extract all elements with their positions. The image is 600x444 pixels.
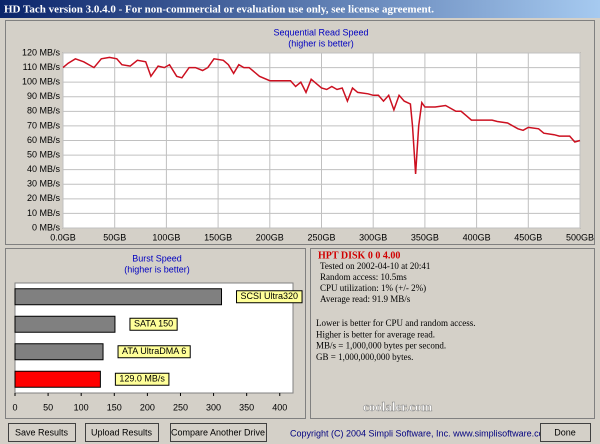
y-tick-label: 20 MB/s	[27, 193, 61, 203]
y-tick-label: 120 MB/s	[22, 47, 61, 57]
x-tick-label: 150GB	[204, 232, 232, 242]
x-tick-label: 350GB	[411, 232, 439, 242]
y-tick-label: 0 MB/s	[32, 222, 61, 232]
read-line	[62, 56, 581, 175]
info-note: Lower is better for CPU and random acces…	[316, 318, 475, 328]
x-tick-label: 250GB	[307, 232, 335, 242]
chart-subtitle: (higher is better)	[124, 264, 190, 274]
x-tick-label: 100GB	[152, 232, 180, 242]
x-tick-label: 350	[239, 402, 254, 412]
x-tick-label: 100	[74, 402, 89, 412]
bar	[14, 315, 116, 333]
bar-label: SCSI Ultra320	[241, 291, 299, 301]
watermark: coolaler.com	[363, 399, 432, 414]
y-tick-label: 60 MB/s	[27, 135, 61, 145]
info-note: MB/s = 1,000,000 bytes per second.	[316, 341, 446, 351]
bar-label: SATA 150	[134, 319, 173, 329]
y-tick-label: 40 MB/s	[27, 164, 61, 174]
x-tick-label: 50GB	[103, 232, 126, 242]
button[interactable]	[540, 423, 591, 442]
bar-label: 129.0 MB/s	[119, 374, 165, 384]
info-note: Higher is better for average read.	[316, 329, 435, 339]
y-tick-label: 10 MB/s	[27, 208, 61, 218]
bar	[14, 370, 101, 388]
bar	[14, 288, 223, 306]
button[interactable]	[85, 423, 159, 442]
y-tick-label: 30 MB/s	[27, 179, 61, 189]
x-tick-label: 150	[107, 402, 122, 412]
chart-subtitle: (higher is better)	[288, 38, 354, 48]
button-label[interactable]: Done	[554, 427, 576, 437]
button-label[interactable]: Save Results	[15, 427, 69, 437]
chart-title: Sequential Read Speed	[273, 27, 368, 37]
x-tick-label: 300	[206, 402, 221, 412]
drive-name: HPT DISK 0 0 4.00	[318, 250, 400, 261]
bar-label-box	[114, 372, 170, 386]
x-tick-label: 400GB	[463, 232, 491, 242]
x-tick-label: 200	[140, 402, 155, 412]
x-tick-label: 500GB	[566, 232, 594, 242]
x-tick-label: 300GB	[359, 232, 387, 242]
x-tick-label: 250	[173, 402, 188, 412]
x-tick-label: 0	[12, 402, 17, 412]
y-tick-label: 100 MB/s	[22, 77, 61, 87]
x-tick-label: 450GB	[514, 232, 542, 242]
y-tick-label: 90 MB/s	[27, 91, 61, 101]
info-line: CPU utilization: 1% (+/- 2%)	[320, 283, 426, 293]
button[interactable]	[170, 423, 267, 442]
title-bar	[0, 0, 600, 18]
y-tick-label: 70 MB/s	[27, 120, 61, 130]
x-tick-label: 0.0GB	[50, 232, 76, 242]
bar-label-box	[236, 290, 303, 304]
bar-label: ATA UltraDMA 6	[122, 346, 186, 356]
y-tick-label: 50 MB/s	[27, 149, 61, 159]
chart-title: Burst Speed	[132, 253, 182, 263]
bar-label-box	[117, 345, 191, 359]
y-tick-label: 110 MB/s	[23, 62, 61, 72]
info-line: Random access: 10.5ms	[320, 272, 407, 282]
bar	[14, 343, 104, 361]
x-tick-label: 400	[272, 402, 287, 412]
info-line: Tested on 2002-04-10 at 20:41	[320, 261, 430, 271]
bar-label-box	[129, 317, 178, 331]
info-line: Average read: 91.9 MB/s	[320, 294, 411, 304]
x-tick-label: 200GB	[256, 232, 284, 242]
info-note: GB = 1,000,000,000 bytes.	[316, 352, 413, 362]
y-tick-label: 80 MB/s	[27, 106, 61, 116]
window-title: HD Tach version 3.0.4.0 - For non-commer…	[4, 4, 434, 16]
copyright: Copyright (C) 2004 Simpli Software, Inc.…	[290, 428, 551, 438]
button-label[interactable]: Compare Another Drive	[171, 427, 265, 437]
button-label[interactable]: Upload Results	[91, 427, 153, 437]
button[interactable]	[8, 423, 76, 442]
x-tick-label: 50	[43, 402, 53, 412]
info-panel	[310, 248, 595, 419]
